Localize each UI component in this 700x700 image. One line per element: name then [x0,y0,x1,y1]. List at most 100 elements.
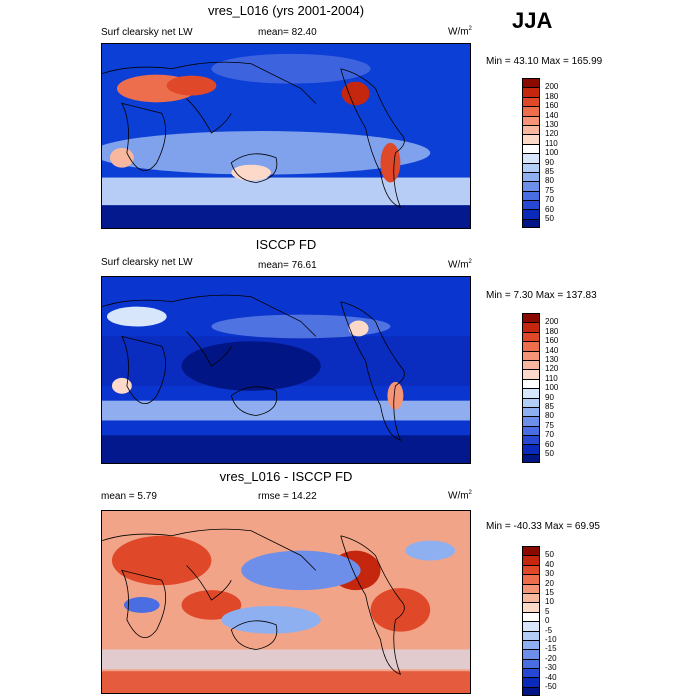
colorbar-tick-label: 200 [545,317,559,327]
colorbar-tick-label: 180 [545,91,559,101]
colorbar-segment [522,313,540,323]
colorbar-segment [522,388,540,398]
colorbar-tick-label: -20 [545,653,557,663]
colorbar-segment [522,611,540,622]
colorbar-segment [522,124,540,135]
colorbar-segment [522,369,540,379]
colorbar-segment [522,87,540,97]
colorbar-tick-label: 110 [545,373,558,383]
panel-1-left-label: Surf clearsky net LW [101,27,193,38]
colorbar-segment [522,397,540,407]
colorbar-tick-label: 130 [545,120,559,129]
colorbar-segment [522,341,540,351]
colorbar-segment [522,200,540,210]
colorbar-segment [522,331,540,342]
colorbar-tick-label: 30 [545,569,554,579]
panel-1-minmax: Min = 43.10 Max = 165.99 [486,56,603,67]
colorbar-segment [522,106,540,116]
colorbar-tick-label: 85 [545,167,554,176]
panel-1-map-svg [102,44,470,228]
colorbar-tick-label: 120 [545,364,559,374]
colorbar-segment [522,115,540,125]
panel-3-rmse: rmse = 14.22 [258,491,317,502]
colorbar-segment [522,378,540,389]
colorbar-segment [522,658,540,669]
panel-3-title: vres_L016 - ISCCP FD [219,469,353,484]
colorbar-segment [522,555,540,565]
colorbar-tick-label: 40 [545,559,554,569]
colorbar-segment [522,546,540,556]
colorbar-segment [522,649,540,659]
panel-3-map [101,510,471,694]
colorbar-tick-label: 110 [545,138,558,148]
colorbar-tick-label: -15 [545,644,557,654]
panel-3-unit: W/m2 [448,490,472,502]
colorbar-segment [522,171,540,182]
panel-2-minmax: Min = 7.30 Max = 137.83 [486,290,597,301]
colorbar-tick-label: 75 [545,420,554,430]
colorbar-tick-label: 100 [545,383,559,393]
colorbar-tick-label: 90 [545,392,554,402]
colorbar-segment [522,162,540,172]
colorbar-segment [522,686,540,697]
colorbar-tick-label: 70 [545,195,554,205]
colorbar-segment [522,630,540,640]
colorbar-segment [522,583,540,593]
colorbar-tick-label: -30 [545,663,557,673]
panel-3-colorbar [522,546,540,697]
colorbar-segment [522,435,540,445]
colorbar-tick-label: -10 [545,635,557,644]
colorbar-tick-label: 75 [545,185,554,195]
panel-3-mean: mean = 5.79 [101,491,157,502]
colorbar-tick-label: 85 [545,402,554,411]
colorbar-tick-label: 0 [545,616,550,626]
colorbar-segment [522,134,540,144]
panel-3-minmax: Min = -40.33 Max = 69.95 [486,521,600,532]
colorbar-segment [522,621,540,631]
colorbar-tick-label: -5 [545,625,553,635]
colorbar-tick-label: 140 [545,345,559,355]
colorbar-segment [522,359,540,370]
colorbar-tick-label: -50 [545,682,557,691]
panel-2-map [101,276,471,464]
colorbar-tick-label: 70 [545,430,554,440]
colorbar-tick-label: 50 [545,214,554,223]
colorbar-tick-label: 20 [545,578,554,588]
colorbar-tick-label: 90 [545,157,554,167]
colorbar-tick-label: 180 [545,326,559,336]
colorbar-segment [522,592,540,603]
colorbar-segment [522,668,540,678]
panel-2-unit: W/m2 [448,259,472,271]
colorbar-tick-label: 15 [545,588,554,597]
panel-1-map [101,43,471,229]
colorbar-tick-label: 50 [545,550,554,560]
colorbar-tick-label: 140 [545,110,559,120]
colorbar-segment [522,143,540,154]
colorbar-tick-label: 5 [545,606,550,616]
colorbar-segment [522,416,540,426]
colorbar-segment [522,564,540,575]
colorbar-tick-label: 60 [545,204,554,214]
colorbar-segment [522,96,540,107]
colorbar-segment [522,444,540,454]
panel-2-title: ISCCP FD [255,237,317,252]
colorbar-segment [522,218,540,229]
colorbar-tick-label: 130 [545,355,559,364]
colorbar-tick-label: 50 [545,449,554,458]
panel-3-map-svg [102,511,470,693]
colorbar-segment [522,190,540,201]
colorbar-segment [522,453,540,464]
colorbar-segment [522,322,540,332]
colorbar-segment [522,425,540,436]
colorbar-segment [522,153,540,163]
colorbar-segment [522,574,540,584]
colorbar-tick-label: -40 [545,672,557,682]
colorbar-segment [522,209,540,219]
panel-1-title: vres_L016 (yrs 2001-2004) [207,3,365,18]
colorbar-segment [522,350,540,360]
colorbar-segment [522,602,540,612]
colorbar-tick-label: 200 [545,82,559,92]
season-label: JJA [512,8,553,33]
colorbar-tick-label: 10 [545,597,554,607]
panel-2-colorbar [522,313,540,464]
